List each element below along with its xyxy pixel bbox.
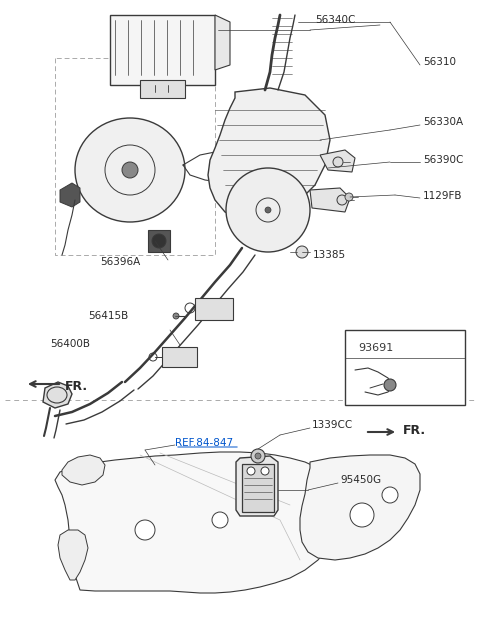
Polygon shape xyxy=(43,382,72,408)
Polygon shape xyxy=(55,452,342,593)
Text: 56396A: 56396A xyxy=(100,257,140,267)
Text: 56330A: 56330A xyxy=(423,117,463,127)
Text: 56415B: 56415B xyxy=(88,311,128,321)
Text: 56340C: 56340C xyxy=(315,15,355,25)
Ellipse shape xyxy=(255,453,261,459)
Polygon shape xyxy=(300,455,420,560)
Ellipse shape xyxy=(173,313,179,319)
Polygon shape xyxy=(62,455,105,485)
Ellipse shape xyxy=(337,195,347,205)
Text: 95450G: 95450G xyxy=(340,475,381,485)
Ellipse shape xyxy=(382,487,398,503)
Ellipse shape xyxy=(333,157,343,167)
Text: FR.: FR. xyxy=(403,423,426,436)
Text: 56390C: 56390C xyxy=(423,155,463,165)
Polygon shape xyxy=(60,183,80,207)
Text: 13385: 13385 xyxy=(313,250,346,260)
Ellipse shape xyxy=(345,193,353,201)
Ellipse shape xyxy=(265,207,271,213)
Ellipse shape xyxy=(251,449,265,463)
Ellipse shape xyxy=(212,512,228,528)
Text: 56400B: 56400B xyxy=(50,339,90,349)
Text: REF.84-847: REF.84-847 xyxy=(175,438,233,448)
Polygon shape xyxy=(208,88,330,220)
Ellipse shape xyxy=(261,467,269,475)
Bar xyxy=(242,464,274,512)
Ellipse shape xyxy=(135,520,155,540)
Text: 1129FB: 1129FB xyxy=(423,191,463,201)
Ellipse shape xyxy=(350,503,374,527)
Polygon shape xyxy=(58,530,88,580)
Ellipse shape xyxy=(296,246,308,258)
Bar xyxy=(162,347,197,367)
Text: 56310: 56310 xyxy=(423,57,456,67)
Bar xyxy=(140,80,185,98)
Bar xyxy=(195,298,233,320)
Polygon shape xyxy=(310,188,350,212)
Text: FR.: FR. xyxy=(65,381,88,394)
Ellipse shape xyxy=(75,118,185,222)
Text: 1339CC: 1339CC xyxy=(312,420,353,430)
Ellipse shape xyxy=(384,379,396,391)
Ellipse shape xyxy=(247,467,255,475)
Bar xyxy=(148,230,170,252)
Polygon shape xyxy=(236,456,278,516)
Ellipse shape xyxy=(152,234,166,248)
Bar xyxy=(110,15,215,85)
Ellipse shape xyxy=(122,162,138,178)
Text: 93691: 93691 xyxy=(358,343,393,353)
Polygon shape xyxy=(320,150,355,172)
Bar xyxy=(345,330,465,405)
Polygon shape xyxy=(215,15,230,70)
Ellipse shape xyxy=(226,168,310,252)
